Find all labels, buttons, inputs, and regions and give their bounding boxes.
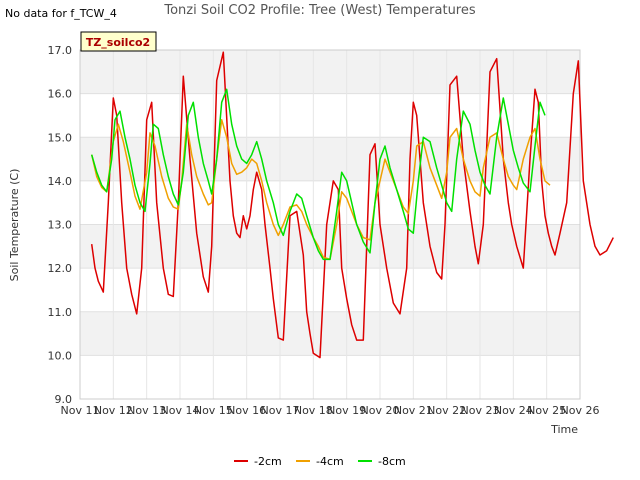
- x-tick-label: Nov 11: [61, 404, 100, 417]
- x-tick-label: Nov 20: [361, 404, 400, 417]
- legend-label--4cm: -4cm: [316, 455, 344, 468]
- grid-band: [80, 311, 580, 356]
- x-axis-label: Time: [550, 423, 578, 436]
- x-tick-label: Nov 19: [327, 404, 366, 417]
- x-tick-label: Nov 16: [227, 404, 266, 417]
- y-tick-label: 10.0: [48, 349, 73, 362]
- tz-legend-box: TZ_soilco2: [80, 31, 157, 52]
- no-data-note: No data for f_TCW_4: [5, 7, 117, 20]
- y-tick-label: 14.0: [48, 175, 73, 188]
- legend-label--2cm: -2cm: [254, 455, 282, 468]
- y-tick-label: 11.0: [48, 306, 73, 319]
- x-tick-label: Nov 26: [561, 404, 600, 417]
- tz-legend-box-bg: [80, 31, 157, 52]
- grid-band: [80, 137, 580, 181]
- series-line--4cm: [90, 119, 551, 261]
- plot-frame: [79, 49, 581, 400]
- x-tick-label: Nov 14: [161, 404, 200, 417]
- x-tick-label: Nov 13: [127, 404, 166, 417]
- y-axis-label: Soil Temperature (C): [8, 169, 21, 282]
- y-tick-label: 16.0: [48, 88, 73, 101]
- y-tick-label: 13.0: [48, 219, 73, 232]
- x-tick-label: Nov 18: [294, 404, 333, 417]
- y-tick-label: 12.0: [48, 262, 73, 275]
- x-tick-label: Nov 12: [94, 404, 133, 417]
- x-tick-label: Nov 25: [527, 404, 566, 417]
- series-line--2cm: [90, 51, 614, 359]
- x-tick-label: Nov 21: [394, 404, 433, 417]
- tz-legend-box-label: TZ_soilco2: [86, 36, 150, 49]
- legend-label--8cm: -8cm: [378, 455, 406, 468]
- x-tick-label: Nov 17: [261, 404, 300, 417]
- y-tick-label: 9.0: [55, 393, 73, 406]
- x-tick-label: Nov 24: [494, 404, 533, 417]
- series-lines: [90, 51, 614, 359]
- background-bands: [80, 50, 580, 356]
- y-axis-ticks: 9.0 10.0 11.0 12.0 13.0 14.0 15.0 16.0 17.0: [48, 44, 73, 406]
- grid-band: [80, 224, 580, 269]
- x-tick-label: Nov 15: [194, 404, 233, 417]
- grid-band: [80, 50, 580, 94]
- x-tick-label: Nov 23: [461, 404, 500, 417]
- y-tick-label: 17.0: [48, 44, 73, 57]
- series-line--8cm: [90, 88, 546, 261]
- legend: -2cm -4cm -8cm: [234, 455, 406, 468]
- chart-title: Tonzi Soil CO2 Profile: Tree (West) Temp…: [164, 3, 476, 18]
- y-tick-label: 15.0: [48, 131, 73, 144]
- x-tick-label: Nov 22: [427, 404, 466, 417]
